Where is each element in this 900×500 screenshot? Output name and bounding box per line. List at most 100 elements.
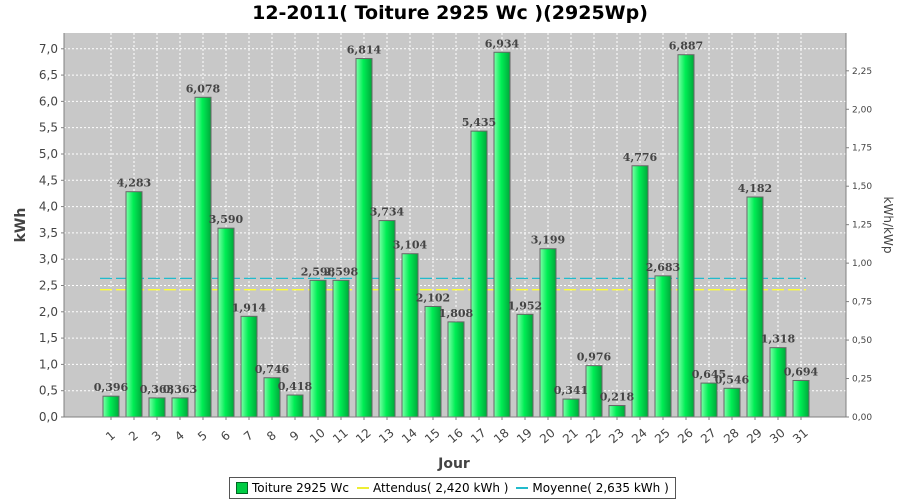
data-label: 2,598 [301,265,336,278]
data-label: 3,734 [370,206,405,219]
y-right-tick-label: 1,75 [852,144,872,154]
bar [194,96,212,418]
data-label: 0,418 [278,380,313,393]
y-right-tick-label: 0,25 [852,375,872,385]
x-tick-label: 16 [445,426,466,447]
legend-item-average: Moyenne( 2,635 kWh ) [516,481,669,495]
bar [447,321,465,418]
y-tick-label: 3,5 [39,226,58,240]
bar [309,279,327,418]
x-tick-label: 14 [399,426,420,447]
y-axis-title: kWh [13,208,29,243]
legend-label-average: Moyenne( 2,635 kWh ) [532,481,669,495]
legend-item-production: Toiture 2925 Wc [236,481,349,495]
bar [562,398,580,418]
bar [700,382,718,418]
legend-swatch-bar [236,482,248,494]
x-tick-label: 15 [422,426,443,447]
data-label: 2,683 [646,261,680,274]
data-label: 0,976 [577,351,612,364]
data-label: 4,182 [738,182,772,195]
x-tick-label: 4 [172,428,187,444]
data-label: 0,546 [715,373,750,386]
y-axis-right-title: kWh/kWp [881,197,895,254]
y-tick-label: 2,5 [39,278,58,292]
x-axis-title: Jour [437,456,470,472]
data-label: 0,218 [600,391,635,404]
data-label: 1,808 [439,307,474,320]
x-tick-label: 13 [376,426,397,447]
x-tick-label: 7 [241,428,256,444]
data-label: 4,283 [117,177,151,190]
bar [148,397,166,418]
x-tick-label: 6 [218,428,233,444]
y-tick-label: 3,0 [39,252,58,266]
bar [516,313,534,418]
data-label: 0,363 [140,383,174,396]
data-label: 0,746 [255,363,290,376]
legend-item-expected: Attendus( 2,420 kWh ) [356,481,508,495]
data-label: 3,590 [209,213,244,226]
bar [677,54,695,418]
y-right-tick-label: 0,50 [852,336,872,346]
data-label: 2,598 [324,265,359,278]
legend-label-production: Toiture 2925 Wc [252,481,349,495]
bar [102,395,120,418]
bar [654,275,672,418]
x-tick-label: 12 [353,426,374,447]
x-tick-label: 31 [790,426,811,447]
bar [401,253,419,418]
x-tick-label: 22 [583,426,604,447]
data-label: 0,341 [554,384,588,397]
y-tick-label: 2,0 [39,305,58,319]
y-tick-label: 4,5 [39,173,58,187]
y-right-tick-label: 1,25 [852,221,872,231]
data-label: 3,199 [531,234,565,247]
x-tick-label: 27 [698,426,719,447]
bar [608,405,626,418]
x-tick-label: 19 [514,426,535,447]
x-tick-label: 18 [491,426,512,447]
bar [286,394,304,418]
y-tick-label: 0,0 [39,410,58,424]
x-tick-label: 17 [468,426,489,447]
x-tick-label: 20 [537,426,558,447]
y-tick-label: 1,5 [39,331,58,345]
data-label: 0,396 [94,381,129,394]
legend: Toiture 2925 Wc Attendus( 2,420 kWh ) Mo… [229,477,676,499]
x-tick-label: 29 [744,426,765,447]
bar [217,227,235,418]
data-label: 6,814 [347,44,382,57]
y-tick-label: 1,0 [39,357,58,371]
bar [470,130,488,418]
y-tick-label: 6,5 [39,68,58,82]
bar [171,397,189,418]
x-tick-label: 10 [307,426,328,447]
y-right-tick-label: 0,75 [852,298,872,308]
bar [723,387,741,418]
x-tick-label: 9 [287,428,302,444]
data-label: 1,318 [761,333,796,346]
x-tick-label: 3 [149,428,164,444]
y-tick-label: 5,0 [39,147,58,161]
x-tick-label: 1 [103,428,118,444]
y-right-tick-label: 0,00 [852,413,872,423]
bar [746,196,764,418]
x-tick-label: 23 [606,426,627,447]
y-tick-label: 5,5 [39,121,58,135]
y-right-tick-label: 1,00 [852,259,872,269]
bar [493,51,511,418]
data-label: 1,952 [508,299,542,312]
y-tick-label: 6,0 [39,94,58,108]
x-tick-label: 25 [652,426,673,447]
y-right-tick-label: 1,50 [852,182,872,192]
data-label: 6,887 [669,40,703,53]
legend-swatch-average [516,487,529,489]
x-tick-label: 2 [126,428,141,444]
x-tick-label: 30 [767,426,788,447]
x-tick-label: 21 [560,426,581,447]
data-label: 0,645 [692,368,726,381]
y-right-tick-label: 2,00 [852,105,872,115]
bar [631,165,649,418]
